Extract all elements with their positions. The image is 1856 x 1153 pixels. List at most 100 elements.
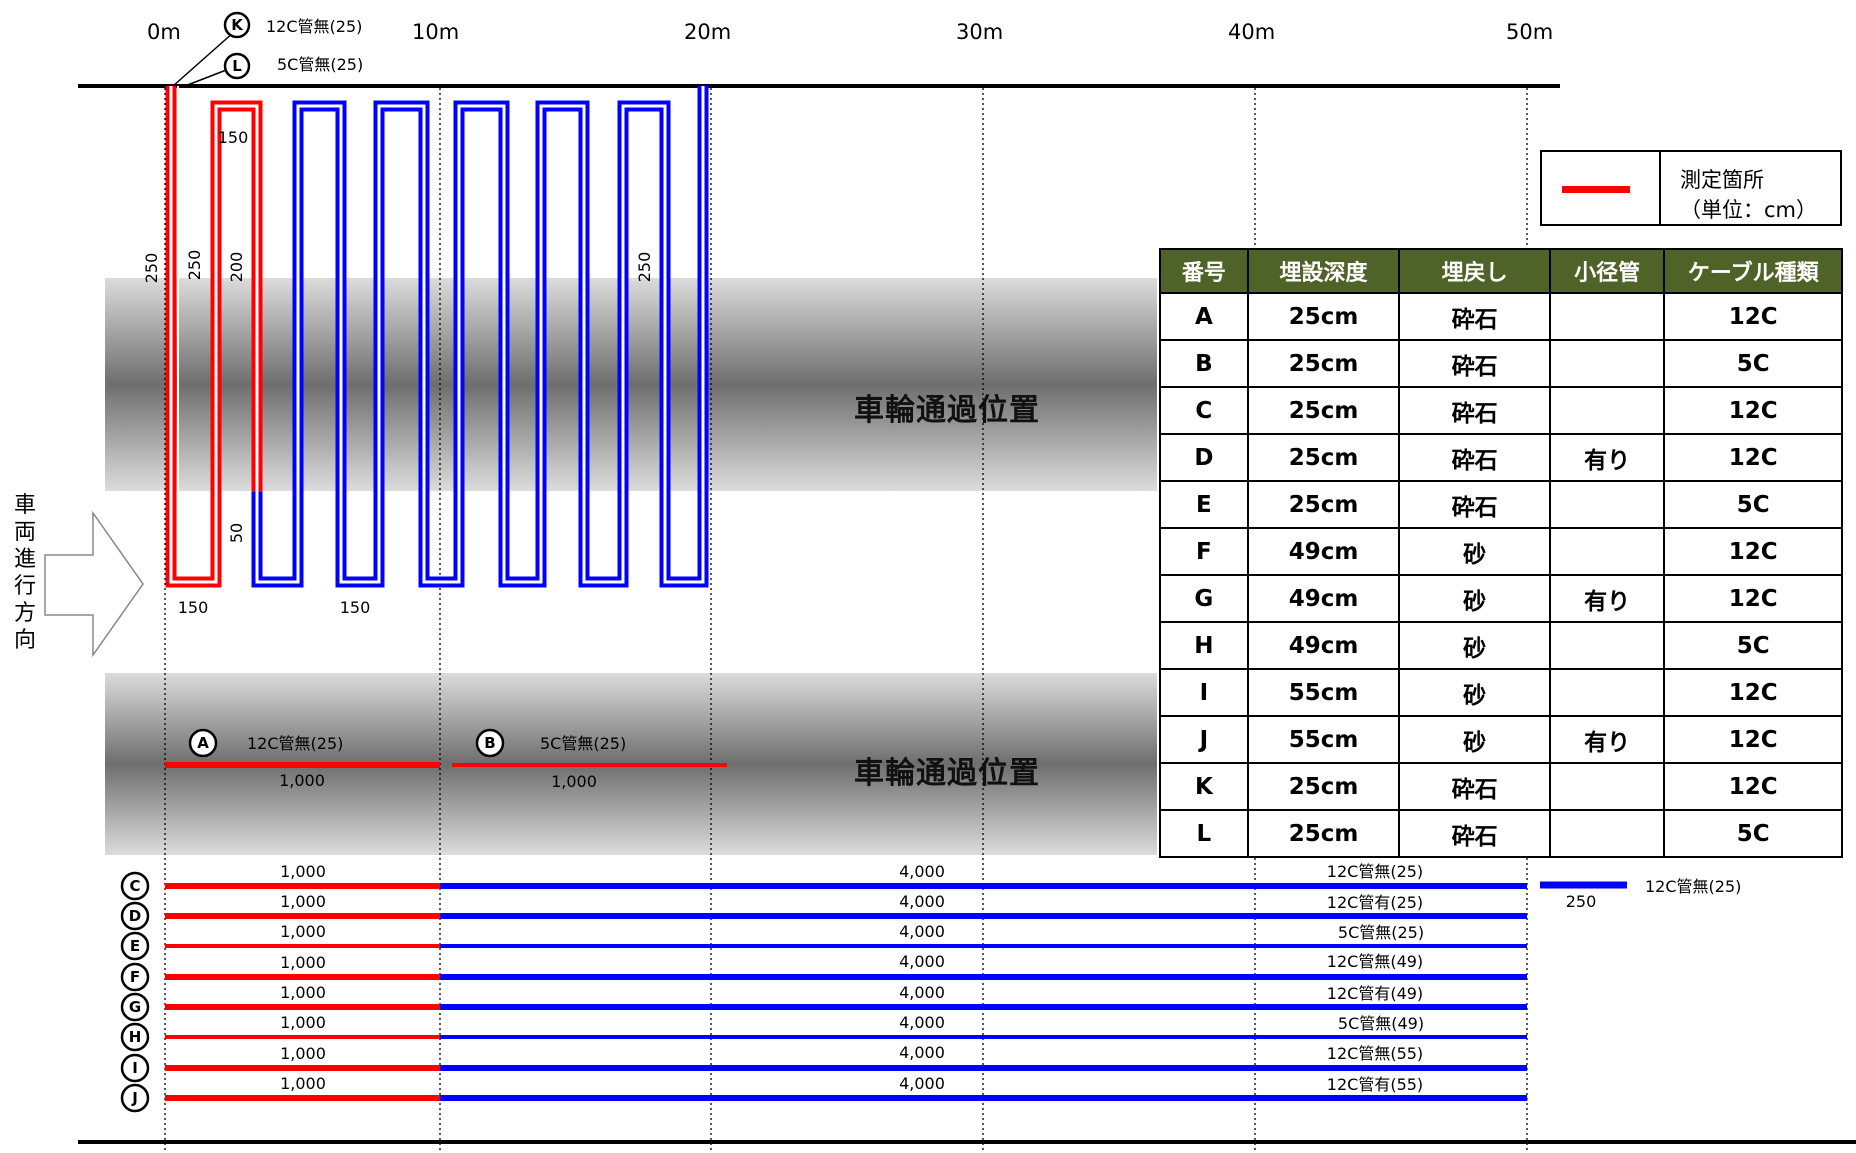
h-blue-len: 4,000 bbox=[899, 1013, 945, 1032]
table-cell: 25cm bbox=[1246, 386, 1401, 435]
table-row: H 49cm 砂 5C bbox=[1159, 621, 1843, 670]
table-cell bbox=[1548, 762, 1666, 811]
dim-top-150: 150 bbox=[218, 128, 249, 147]
label-l-text: 5C管無(25) bbox=[277, 55, 363, 74]
table-cell: 砂 bbox=[1398, 715, 1551, 764]
marker-k: K bbox=[231, 16, 244, 34]
table-cell: K bbox=[1159, 762, 1249, 811]
table-cell: I bbox=[1159, 668, 1249, 717]
header-cable-type: ケーブル種類 bbox=[1663, 248, 1843, 294]
marker-b: B bbox=[484, 734, 495, 752]
f-blue-len: 4,000 bbox=[899, 952, 945, 971]
table-row: C 25cm 砕石 12C bbox=[1159, 386, 1843, 435]
scale-label-30m: 30m bbox=[956, 20, 1004, 44]
table-cell: 有り bbox=[1548, 574, 1666, 623]
table-cell: C bbox=[1159, 386, 1249, 435]
table-row: D 25cm 砕石 有り 12C bbox=[1159, 433, 1843, 482]
header-number: 番号 bbox=[1159, 248, 1249, 294]
label-b-text: 5C管無(25) bbox=[540, 734, 626, 753]
j-text: 12C管有(55) bbox=[1327, 1075, 1423, 1094]
d-blue-len: 4,000 bbox=[899, 892, 945, 911]
direction-char: 行 bbox=[13, 574, 36, 599]
table-cell: F bbox=[1159, 527, 1249, 576]
table-cell: 砕石 bbox=[1398, 433, 1551, 482]
table-cell: 12C bbox=[1663, 527, 1843, 576]
direction-char: 両 bbox=[13, 520, 36, 545]
scale-label-50m: 50m bbox=[1506, 20, 1554, 44]
header-depth: 埋設深度 bbox=[1246, 248, 1401, 294]
dim-v250-inner: 250 bbox=[185, 250, 204, 281]
table-cell: 砂 bbox=[1398, 668, 1551, 717]
d-red-len: 1,000 bbox=[280, 892, 326, 911]
table-row: E 25cm 砕石 5C bbox=[1159, 480, 1843, 529]
legend-measured-swatch bbox=[1562, 186, 1630, 193]
table-row: A 25cm 砕石 12C bbox=[1159, 292, 1843, 341]
table-cell: 55cm bbox=[1246, 715, 1401, 764]
direction-char: 車 bbox=[13, 493, 36, 518]
table-cell: 12C bbox=[1663, 715, 1843, 764]
label-a-text: 12C管無(25) bbox=[247, 734, 343, 753]
long-cable-lines bbox=[165, 883, 1527, 1101]
table-cell: 砕石 bbox=[1398, 480, 1551, 529]
table-cell: A bbox=[1159, 292, 1249, 341]
dim-bottom-150-mid: 150 bbox=[340, 598, 371, 617]
c-red-len: 1,000 bbox=[280, 862, 326, 881]
marker-l: L bbox=[232, 57, 242, 75]
legend-box: 測定箇所 （単位：cm） bbox=[1540, 150, 1842, 226]
table-cell: 砕石 bbox=[1398, 809, 1551, 858]
marker-c: C bbox=[129, 877, 140, 895]
i-red-len: 1,000 bbox=[280, 1044, 326, 1063]
table-cell: 砂 bbox=[1398, 621, 1551, 670]
marker-h: H bbox=[129, 1028, 142, 1046]
legend-divider bbox=[1659, 152, 1661, 224]
header-small-pipe: 小径管 bbox=[1548, 248, 1666, 294]
table-cell: 49cm bbox=[1246, 621, 1401, 670]
table-cell: 12C bbox=[1663, 292, 1843, 341]
table-cell: H bbox=[1159, 621, 1249, 670]
dim-v200: 200 bbox=[227, 252, 246, 283]
marker-a: A bbox=[197, 734, 209, 752]
table-row: I 55cm 砂 12C bbox=[1159, 668, 1843, 717]
h-text: 5C管無(49) bbox=[1338, 1014, 1424, 1033]
table-row: B 25cm 砕石 5C bbox=[1159, 339, 1843, 388]
scale-label-40m: 40m bbox=[1228, 20, 1276, 44]
table-cell bbox=[1548, 527, 1666, 576]
f-text: 12C管無(49) bbox=[1327, 952, 1423, 971]
table-cell: 55cm bbox=[1246, 668, 1401, 717]
table-row: F 49cm 砂 12C bbox=[1159, 527, 1843, 576]
legend-label: 測定箇所 bbox=[1680, 168, 1764, 192]
scale-label-10m: 10m bbox=[412, 20, 460, 44]
e-text: 5C管無(25) bbox=[1338, 923, 1424, 942]
table-cell: 12C bbox=[1663, 762, 1843, 811]
dim-bottom-150-left: 150 bbox=[178, 598, 209, 617]
lower-wheel-label: 車輪通過位置 bbox=[854, 756, 1040, 791]
table-cell: L bbox=[1159, 809, 1249, 858]
serpentine-unmeasured bbox=[251, 86, 709, 588]
table-cell: 25cm bbox=[1246, 762, 1401, 811]
direction-char: 進 bbox=[13, 547, 36, 572]
e-red-len: 1,000 bbox=[280, 922, 326, 941]
marker-e: E bbox=[130, 937, 140, 955]
table-cell: B bbox=[1159, 339, 1249, 388]
table-cell: 5C bbox=[1663, 480, 1843, 529]
marker-i: I bbox=[132, 1059, 138, 1077]
d-text: 12C管有(25) bbox=[1327, 893, 1423, 912]
i-blue-len: 4,000 bbox=[899, 1043, 945, 1062]
label-k-text: 12C管無(25) bbox=[266, 17, 362, 36]
label-b-length: 1,000 bbox=[551, 772, 597, 791]
extra-cable-length: 250 bbox=[1566, 892, 1597, 911]
c-blue-len: 4,000 bbox=[899, 862, 945, 881]
table-cell: 12C bbox=[1663, 433, 1843, 482]
table-cell: 砕石 bbox=[1398, 339, 1551, 388]
header-backfill: 埋戻し bbox=[1398, 248, 1551, 294]
table-cell: 砕石 bbox=[1398, 386, 1551, 435]
legend-unit: （単位：cm） bbox=[1680, 198, 1818, 222]
table-cell: 49cm bbox=[1246, 574, 1401, 623]
table-cell: 12C bbox=[1663, 668, 1843, 717]
table-cell: J bbox=[1159, 715, 1249, 764]
table-cell: 25cm bbox=[1246, 809, 1401, 858]
table-cell: D bbox=[1159, 433, 1249, 482]
leader-k bbox=[172, 31, 235, 87]
